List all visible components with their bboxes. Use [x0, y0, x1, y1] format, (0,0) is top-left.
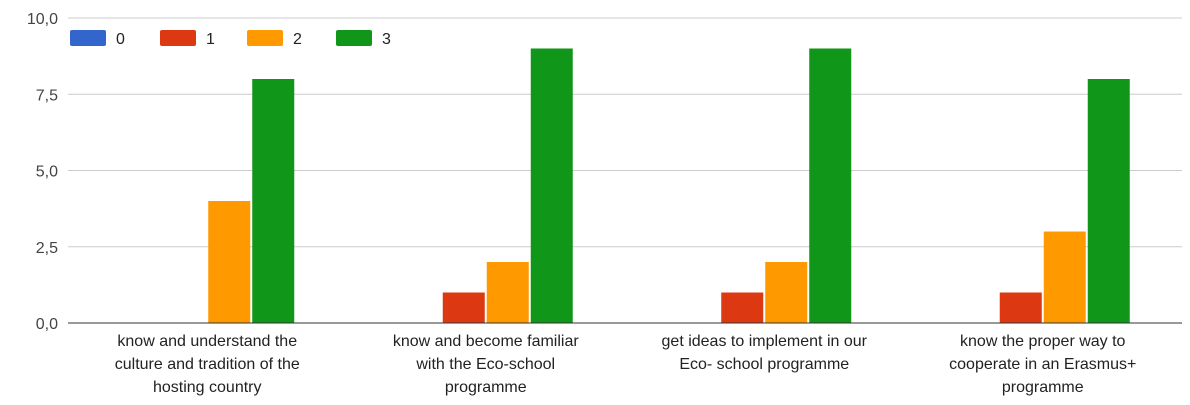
legend-item-0: 0 — [70, 30, 125, 48]
legend-swatch — [160, 30, 196, 46]
legend-swatch — [247, 30, 283, 46]
legend-label: 1 — [206, 31, 215, 48]
x-axis-labels: know and understand the culture and tradi… — [115, 333, 1137, 396]
y-tick-label: 2,5 — [36, 240, 58, 257]
bar-series-2 — [208, 201, 251, 323]
bar-series-3 — [530, 48, 573, 323]
bar-series-1 — [999, 292, 1042, 323]
x-tick-label: know and understand the culture and tradi… — [115, 333, 300, 396]
bar-series-3 — [809, 48, 852, 323]
y-tick-label: 7,5 — [36, 87, 58, 104]
y-tick-label: 0,0 — [36, 316, 58, 333]
legend-label: 3 — [382, 31, 391, 48]
legend: 0 1 2 3 — [70, 30, 391, 48]
y-tick-label: 10,0 — [27, 11, 58, 28]
bars — [208, 48, 1130, 323]
x-tick-label: know and become familiar with the Eco-sch… — [393, 333, 580, 396]
legend-swatch — [336, 30, 372, 46]
x-tick-label: get ideas to implement in our Eco- school… — [662, 333, 868, 373]
bar-series-3 — [1087, 79, 1130, 323]
bar-series-3 — [252, 79, 295, 323]
x-tick-label: know the proper way to cooperate in an Er… — [949, 333, 1136, 396]
legend-item-3: 3 — [336, 30, 391, 48]
bar-series-1 — [721, 292, 764, 323]
y-tick-label: 5,0 — [36, 164, 58, 181]
bar-series-2 — [486, 262, 529, 323]
legend-item-2: 2 — [247, 30, 302, 48]
legend-label: 0 — [116, 31, 125, 48]
bar-series-2 — [765, 262, 808, 323]
legend-label: 2 — [293, 31, 302, 48]
bar-series-1 — [442, 292, 485, 323]
legend-swatch — [70, 30, 106, 46]
y-axis-ticks: 0,0 2,5 5,0 7,5 10,0 — [27, 11, 58, 333]
legend-item-1: 1 — [160, 30, 215, 48]
bar-series-2 — [1043, 231, 1086, 323]
